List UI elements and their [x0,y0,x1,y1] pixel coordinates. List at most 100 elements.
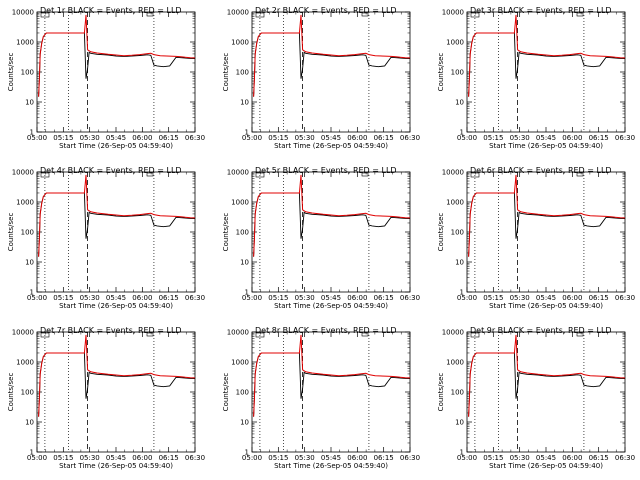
lld-series-line [253,174,410,257]
panel-title: Det 9r BLACK = Events, RED = LLD [470,326,612,335]
legend-box [40,12,50,18]
x-tick-label: 06:30 [615,454,635,462]
x-tick-label: 05:15 [53,294,73,302]
y-tick-label: 100 [21,229,34,237]
x-tick-label: 06:00 [132,294,152,302]
x-axis-label: Start Time (26-Sep-05 04:59:40) [59,302,173,310]
panel-title: Det 5r BLACK = Events, RED = LLD [255,166,397,175]
x-tick-label: 05:30 [80,454,100,462]
y-tick-label: 10 [455,99,464,107]
lld-series-line [468,334,625,417]
legend-box [255,12,265,18]
y-tick-label: 100 [451,229,464,237]
x-tick-label: 06:30 [185,454,205,462]
y-tick-label: 10 [240,419,249,427]
legend-box [470,332,480,338]
x-tick-label: 06:30 [615,134,635,142]
x-tick-label: 06:30 [185,294,205,302]
y-axis-label: Counts/sec [7,373,15,412]
x-tick-label: 05:45 [106,294,126,302]
plot-frame [466,171,626,293]
panel-title: Det 3r BLACK = Events, RED = LLD [470,6,612,15]
x-tick-label: 05:15 [268,134,288,142]
events-series-line [38,192,195,257]
x-tick-label: 05:30 [80,294,100,302]
y-tick-label: 1000 [16,39,34,47]
legend-box [470,172,480,178]
events-series-line [38,352,195,417]
lld-series-line [468,174,625,257]
lld-series-line [253,334,410,417]
y-tick-label: 10000 [12,9,34,17]
y-axis-label: Counts/sec [437,373,445,412]
x-tick-label: 06:00 [347,134,367,142]
legend-box [576,12,584,17]
x-tick-label: 06:30 [615,294,635,302]
x-tick-label: 06:15 [374,134,394,142]
chart-panel-6: 1 10 100 1000 10000 05:00 05:15 05:30 05:45 06:00… [437,166,635,310]
events-series-line [468,192,625,257]
x-tick-label: 05:45 [321,454,341,462]
y-tick-label: 1000 [446,39,464,47]
y-tick-label: 10 [25,259,34,267]
legend-box [255,332,265,338]
panel-title: Det 7r BLACK = Events, RED = LLD [40,326,182,335]
events-series-line [253,192,410,257]
y-tick-label: 1 [460,129,464,137]
plot-frame [36,11,196,133]
x-tick-label: 06:00 [562,294,582,302]
x-tick-label: 05:00 [242,294,262,302]
lld-series-line [38,174,195,257]
x-tick-label: 05:45 [536,294,556,302]
y-tick-label: 10 [240,259,249,267]
x-tick-label: 05:15 [53,134,73,142]
y-tick-label: 1 [30,449,34,457]
x-tick-label: 06:00 [562,454,582,462]
y-tick-label: 1 [245,129,249,137]
y-tick-label: 10 [455,259,464,267]
x-tick-label: 05:30 [510,294,530,302]
x-tick-label: 05:15 [483,134,503,142]
x-tick-label: 06:00 [132,134,152,142]
legend-box [361,12,369,17]
lld-series-line [38,334,195,417]
x-axis-label: Start Time (26-Sep-05 04:59:40) [59,462,173,470]
x-tick-label: 05:45 [106,134,126,142]
plot-frame [36,171,196,293]
x-axis-label: Start Time (26-Sep-05 04:59:40) [274,142,388,150]
legend-box [361,172,369,177]
y-tick-label: 1 [460,449,464,457]
x-tick-label: 05:00 [242,134,262,142]
chart-panel-8: 1 10 100 1000 10000 05:00 05:15 05:30 05:45 06:00… [222,326,420,470]
legend-box [470,12,480,18]
y-tick-label: 10 [455,419,464,427]
plot-frame [36,331,196,453]
y-tick-label: 1 [245,449,249,457]
chart-panel-4: 1 10 100 1000 10000 05:00 05:15 05:30 05:45 06:00… [7,166,205,310]
x-tick-label: 06:00 [347,454,367,462]
y-tick-label: 1000 [231,359,249,367]
y-tick-label: 1000 [231,39,249,47]
x-tick-label: 06:30 [400,294,420,302]
x-tick-label: 05:45 [536,134,556,142]
y-tick-label: 10000 [227,169,249,177]
chart-panel-2: 1 10 100 1000 10000 05:00 05:15 05:30 05:45 06:00… [222,6,420,150]
y-axis-label: Counts/sec [222,53,230,92]
x-tick-label: 05:00 [457,454,477,462]
y-axis-label: Counts/sec [7,213,15,252]
panel-title: Det 4r BLACK = Events, RED = LLD [40,166,182,175]
panel-title: Det 1r BLACK = Events, RED = LLD [40,6,182,15]
lld-series-line [468,14,625,97]
x-tick-label: 06:00 [347,294,367,302]
x-tick-label: 06:30 [400,134,420,142]
x-tick-label: 05:00 [242,454,262,462]
y-tick-label: 10000 [442,9,464,17]
y-axis-label: Counts/sec [222,213,230,252]
y-axis-label: Counts/sec [437,53,445,92]
y-tick-label: 10 [240,99,249,107]
y-tick-label: 1 [460,289,464,297]
x-tick-label: 05:00 [27,454,47,462]
x-tick-label: 06:15 [159,134,179,142]
y-tick-label: 100 [236,389,249,397]
